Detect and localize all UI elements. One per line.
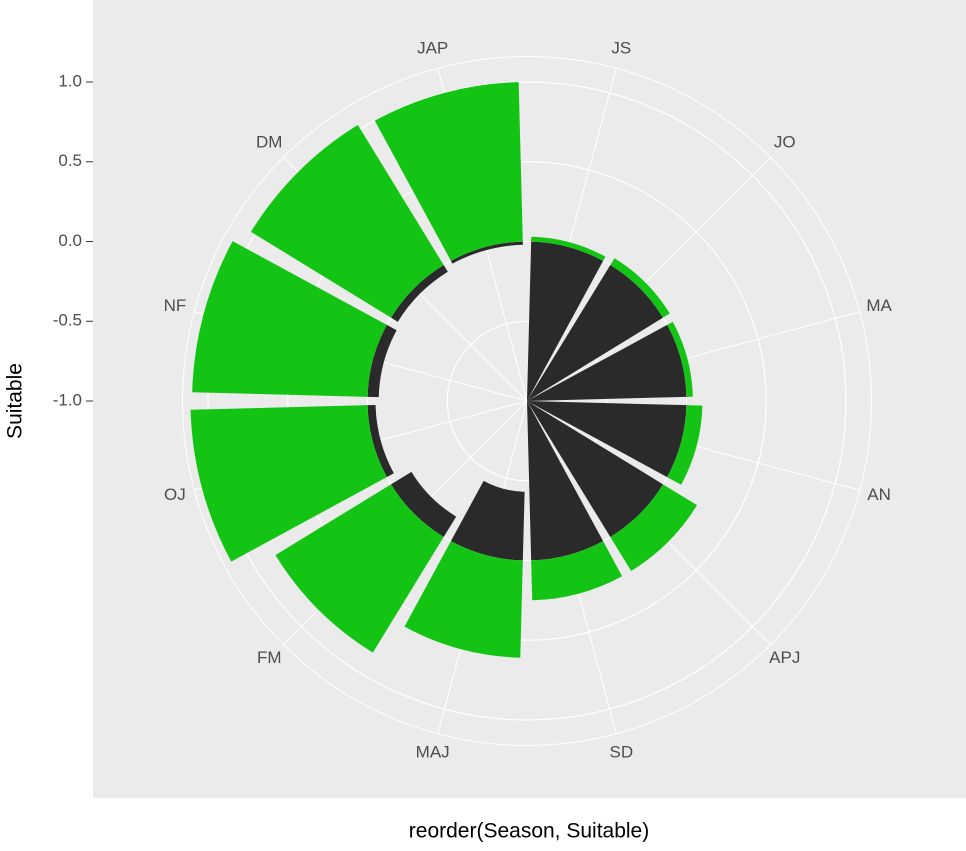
y-axis-title: Suitable: [4, 363, 27, 439]
grid-circle: [366, 240, 688, 562]
x-tick-label: APJ: [769, 648, 800, 667]
grid-circle: [446, 320, 608, 482]
bar: [527, 241, 604, 401]
outer-grid-circle: [182, 56, 872, 746]
x-tick-label: SD: [610, 743, 634, 762]
bar: [367, 404, 394, 478]
x-tick-label: JAP: [417, 38, 448, 57]
bar: [531, 236, 606, 261]
grid-circle: [207, 81, 847, 721]
bar: [391, 265, 448, 322]
bars: [190, 82, 703, 658]
grid-circle: [287, 161, 767, 641]
bar: [450, 480, 525, 561]
bar: [610, 258, 670, 318]
x-tick-label: OJ: [164, 485, 186, 504]
bar: [667, 321, 693, 397]
bar: [527, 401, 663, 537]
x-tick-label: MA: [866, 296, 892, 315]
bar: [667, 405, 703, 485]
x-tick-label: FM: [257, 648, 282, 667]
bar: [250, 124, 444, 318]
y-tick-label: -0.5: [53, 311, 82, 330]
labels: 1.0 0.5 0.0 -0.5 -1.0 JS JO MA AN APJ SD MAJ FM OJ NF D…: [53, 38, 893, 761]
bar: [374, 82, 523, 261]
bar: [275, 484, 444, 653]
x-tick-label: JS: [611, 38, 631, 57]
bar: [192, 241, 387, 397]
bar: [404, 541, 523, 658]
x-tick-label: JO: [774, 133, 796, 152]
bar: [527, 401, 604, 561]
bar: [527, 324, 687, 401]
bar: [391, 471, 457, 537]
bar: [450, 241, 523, 264]
bar: [527, 265, 663, 401]
bar: [190, 405, 387, 562]
y-tick-label: 0.5: [58, 151, 82, 170]
x-tick-label: NF: [164, 296, 187, 315]
y-tick-label: -1.0: [53, 390, 82, 409]
y-tick-label: 0.0: [58, 231, 82, 250]
bar: [367, 324, 397, 398]
bar: [531, 541, 623, 601]
x-tick-label: MAJ: [416, 743, 450, 762]
bar: [527, 401, 687, 478]
x-tick-label: DM: [256, 133, 282, 152]
bar: [610, 484, 697, 571]
x-tick-label: AN: [867, 485, 891, 504]
x-axis-title: reorder(Season, Suitable): [409, 820, 649, 843]
y-tick-label: 1.0: [58, 72, 82, 91]
